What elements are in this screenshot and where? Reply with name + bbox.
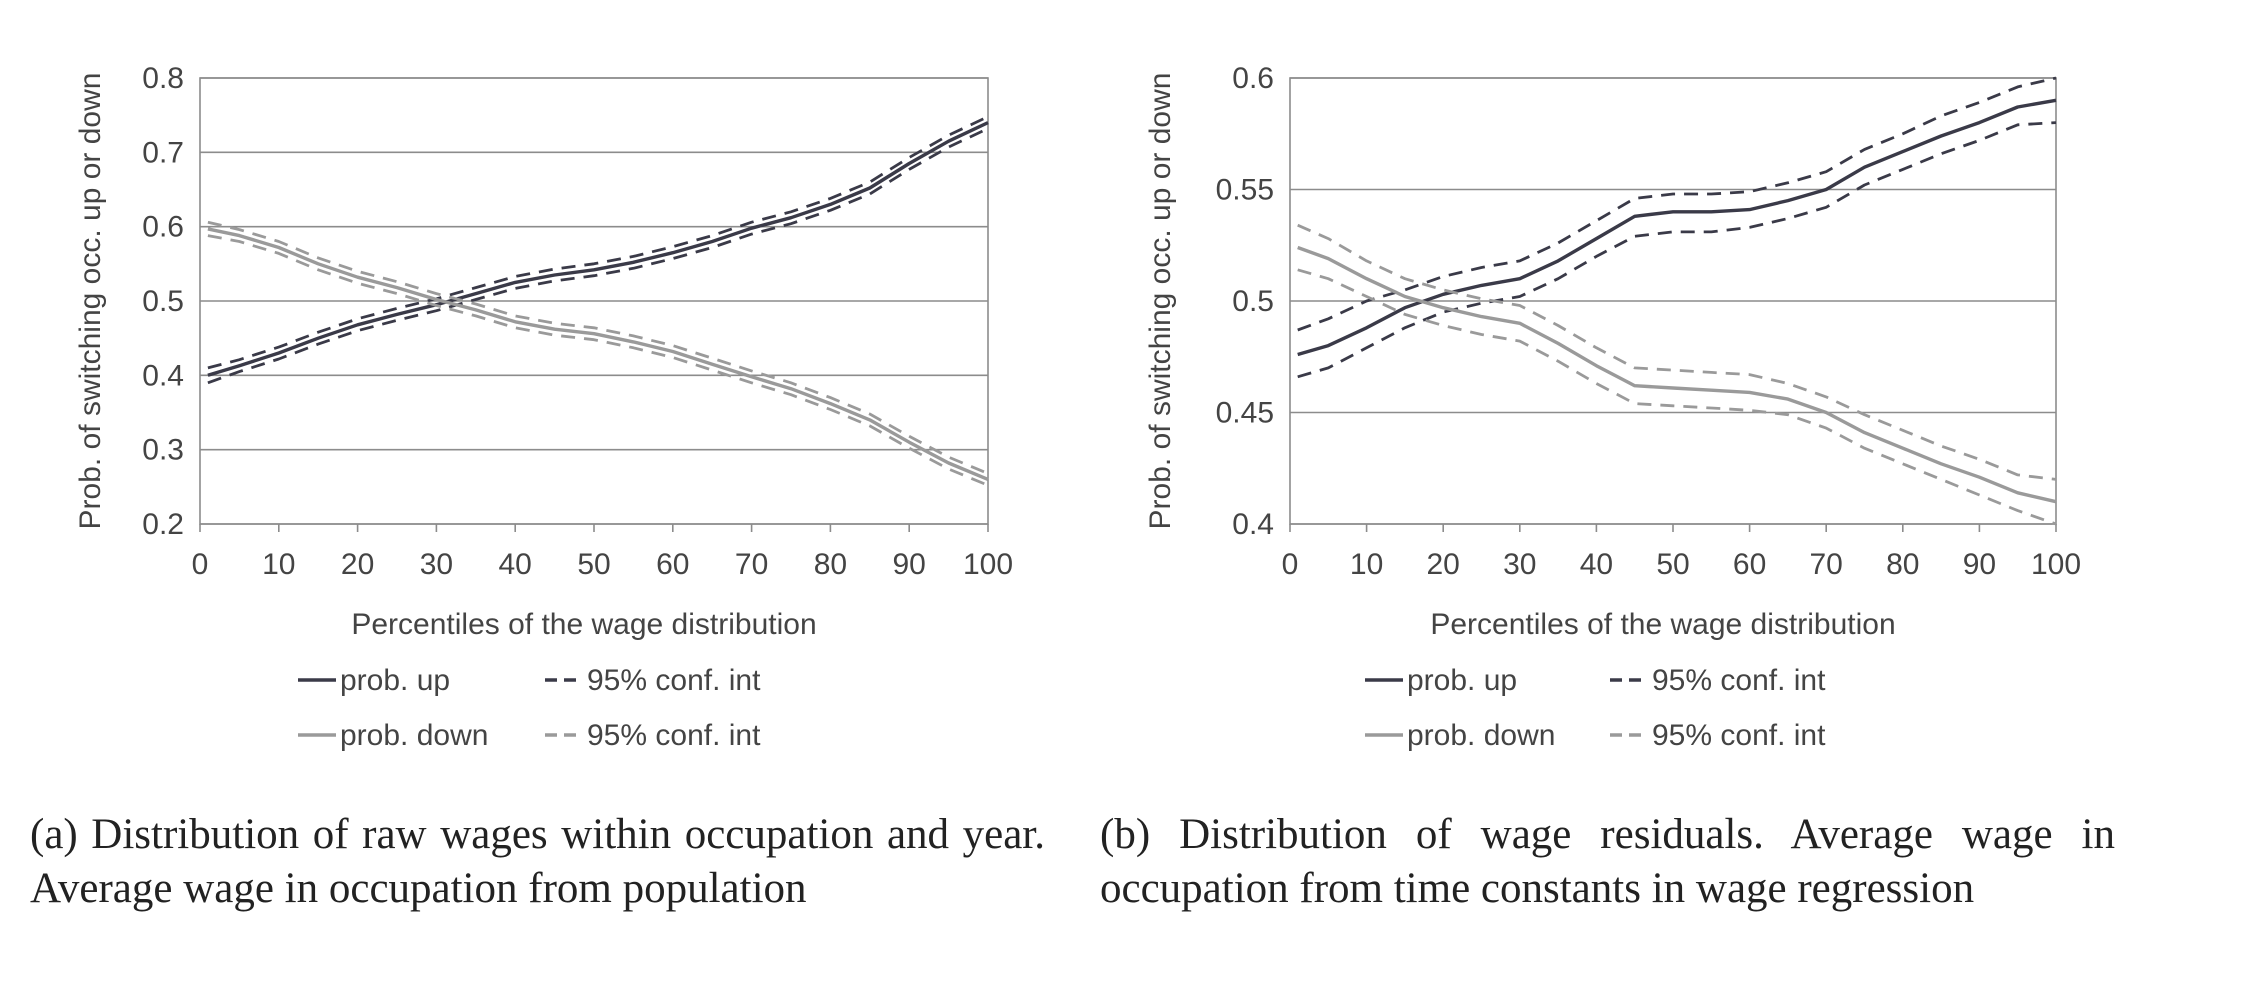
prob-down-line [1297, 245, 2057, 504]
x-tick-label: 80 [814, 548, 847, 581]
y-tick-label: 0.5 [142, 285, 184, 318]
prob-down-line [207, 227, 989, 481]
x-tick-label: 0 [192, 548, 209, 581]
x-tick-label: 100 [2031, 548, 2081, 581]
x-tick-label: 80 [1886, 548, 1919, 581]
prob-up-conf-int-line [207, 127, 989, 385]
legend-label: 95% conf. int [1652, 664, 1826, 697]
chart-panel-b: 0.4 0.45 0.5 0.55 0.6 0 10 20 30 40 50 60 70 80 90 100 P… [1144, 62, 2081, 752]
legend-label: prob. up [340, 664, 450, 697]
legend-label: prob. up [1407, 664, 1517, 697]
y-tick-label: 0.4 [1232, 508, 1274, 541]
prob-up-line [207, 121, 989, 377]
y-tick-label: 0.8 [142, 62, 184, 95]
y-tick-label: 0.45 [1216, 397, 1274, 430]
x-tick-label: 30 [420, 548, 453, 581]
legend-label: 95% conf. int [587, 664, 761, 697]
x-tick-label: 50 [577, 548, 610, 581]
prob-up-line [1297, 98, 2057, 357]
prob-down-conf-int-line [1297, 223, 2057, 481]
prob-down-conf-int-line [207, 220, 989, 475]
x-tick-label: 90 [893, 548, 926, 581]
prob-down-conf-int-line [207, 234, 989, 487]
x-tick-label: 40 [499, 548, 532, 581]
x-tick-label: 10 [262, 548, 295, 581]
y-tick-label: 0.2 [142, 508, 184, 541]
y-tick-label: 0.6 [142, 211, 184, 244]
y-tick-label: 0.55 [1216, 174, 1274, 207]
x-tick-label: 50 [1656, 548, 1689, 581]
x-tick-label: 60 [1733, 548, 1766, 581]
prob-up-conf-int-line [207, 115, 989, 370]
x-axis-title: Percentiles of the wage distribution [1430, 608, 1895, 641]
prob-down-conf-int-line [1297, 268, 2057, 526]
y-axis-title: Prob. of switching occ. up or down [74, 73, 107, 530]
x-tick-label: 70 [1810, 548, 1843, 581]
y-tick-label: 0.5 [1232, 285, 1274, 318]
y-tick-label: 0.4 [142, 359, 184, 392]
y-tick-label: 0.7 [142, 136, 184, 169]
x-tick-label: 30 [1503, 548, 1536, 581]
x-tick-label: 20 [341, 548, 374, 581]
x-axis-title: Percentiles of the wage distribution [351, 608, 816, 641]
caption-a: (a) Distribution of raw wages within occ… [30, 811, 1045, 912]
x-tick-label: 20 [1427, 548, 1460, 581]
prob-up-conf-int-line [1297, 76, 2057, 332]
prob-up-conf-int-line [1297, 121, 2057, 379]
chart-panel-a: 0.2 0.3 0.4 0.5 0.6 0.7 0.8 0 10 20 30 40 50 60 70 80 90… [74, 62, 1013, 752]
x-tick-label: 0 [1282, 548, 1299, 581]
x-tick-label: 40 [1580, 548, 1613, 581]
x-tick-label: 70 [735, 548, 768, 581]
y-tick-label: 0.6 [1232, 62, 1274, 95]
y-axis-title: Prob. of switching occ. up or down [1144, 73, 1177, 530]
caption-b: (b) Distribution of wage residuals. Aver… [1100, 811, 2115, 912]
x-tick-label: 90 [1963, 548, 1996, 581]
x-tick-label: 60 [656, 548, 689, 581]
x-tick-label: 10 [1350, 548, 1383, 581]
legend-label: prob. down [1407, 719, 1555, 752]
x-tick-label: 100 [963, 548, 1013, 581]
legend-label: 95% conf. int [587, 719, 761, 752]
y-tick-label: 0.3 [142, 434, 184, 467]
legend-label: prob. down [340, 719, 488, 752]
legend-label: 95% conf. int [1652, 719, 1826, 752]
